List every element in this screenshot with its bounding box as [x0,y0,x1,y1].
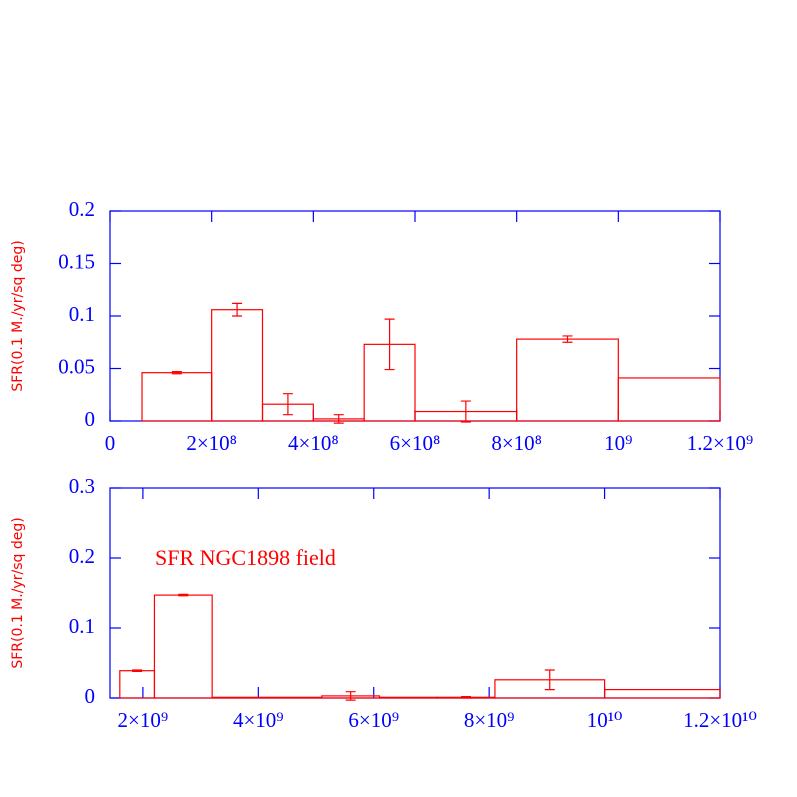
error-bar [178,593,189,597]
error-bar [282,393,293,416]
error-bar [461,696,472,699]
x-tick-label: 1.2×10⁹ [687,431,753,455]
histogram-bar [378,696,438,699]
y-tick-label: 0 [85,684,96,708]
x-tick-label: 6×10⁸ [390,431,441,455]
error-bar [345,691,356,701]
y-tick-label: 0.1 [69,302,95,326]
x-tick-label: 8×10⁸ [491,431,542,455]
annotation: SFR NGC1898 field [155,545,336,570]
histogram-bar [603,688,721,699]
error-bar [132,669,143,672]
x-tick-label: 8×10⁹ [464,708,515,732]
y-tick-label: 0.15 [58,249,95,273]
x-tick-label: 10¹⁰ [587,708,623,732]
error-bar [562,335,573,343]
histogram-bar [119,670,156,699]
x-tick-label: 6×10⁹ [348,708,399,732]
error-bar [333,414,344,424]
x-tick-label: 2×10⁸ [186,431,237,455]
y-tick-label: 0.2 [69,197,95,221]
y-tick-label: 0.1 [69,614,95,638]
error-bar [171,371,182,375]
x-tick-label: 4×10⁸ [288,431,339,455]
error-bar [544,669,555,691]
x-tick-label: 10⁹ [604,431,632,455]
error-bar [232,302,243,317]
y-axis-label: SFR(0.1 M./yr/sq deg) [10,240,26,391]
error-bar [460,400,471,423]
y-tick-label: 0.3 [69,474,95,498]
histogram-bar [153,594,213,699]
y-tick-label: 0 [85,407,96,431]
y-tick-label: 0.05 [58,354,95,378]
x-tick-label: 0 [105,431,116,455]
histogram-bar [516,338,619,422]
histogram-bar [141,372,213,422]
histogram-bar [211,696,323,699]
histogram-bar [211,309,264,422]
x-tick-label: 4×10⁹ [233,708,284,732]
y-tick-label: 0.2 [69,544,95,568]
y-axis-label: SFR(0.1 M./yr/sq deg) [10,517,26,668]
histogram-bar [617,377,721,422]
error-bar [384,318,395,371]
plot-frame [109,487,721,699]
x-tick-label: 2×10⁹ [118,708,169,732]
x-tick-label: 1.2×10¹⁰ [683,708,757,732]
